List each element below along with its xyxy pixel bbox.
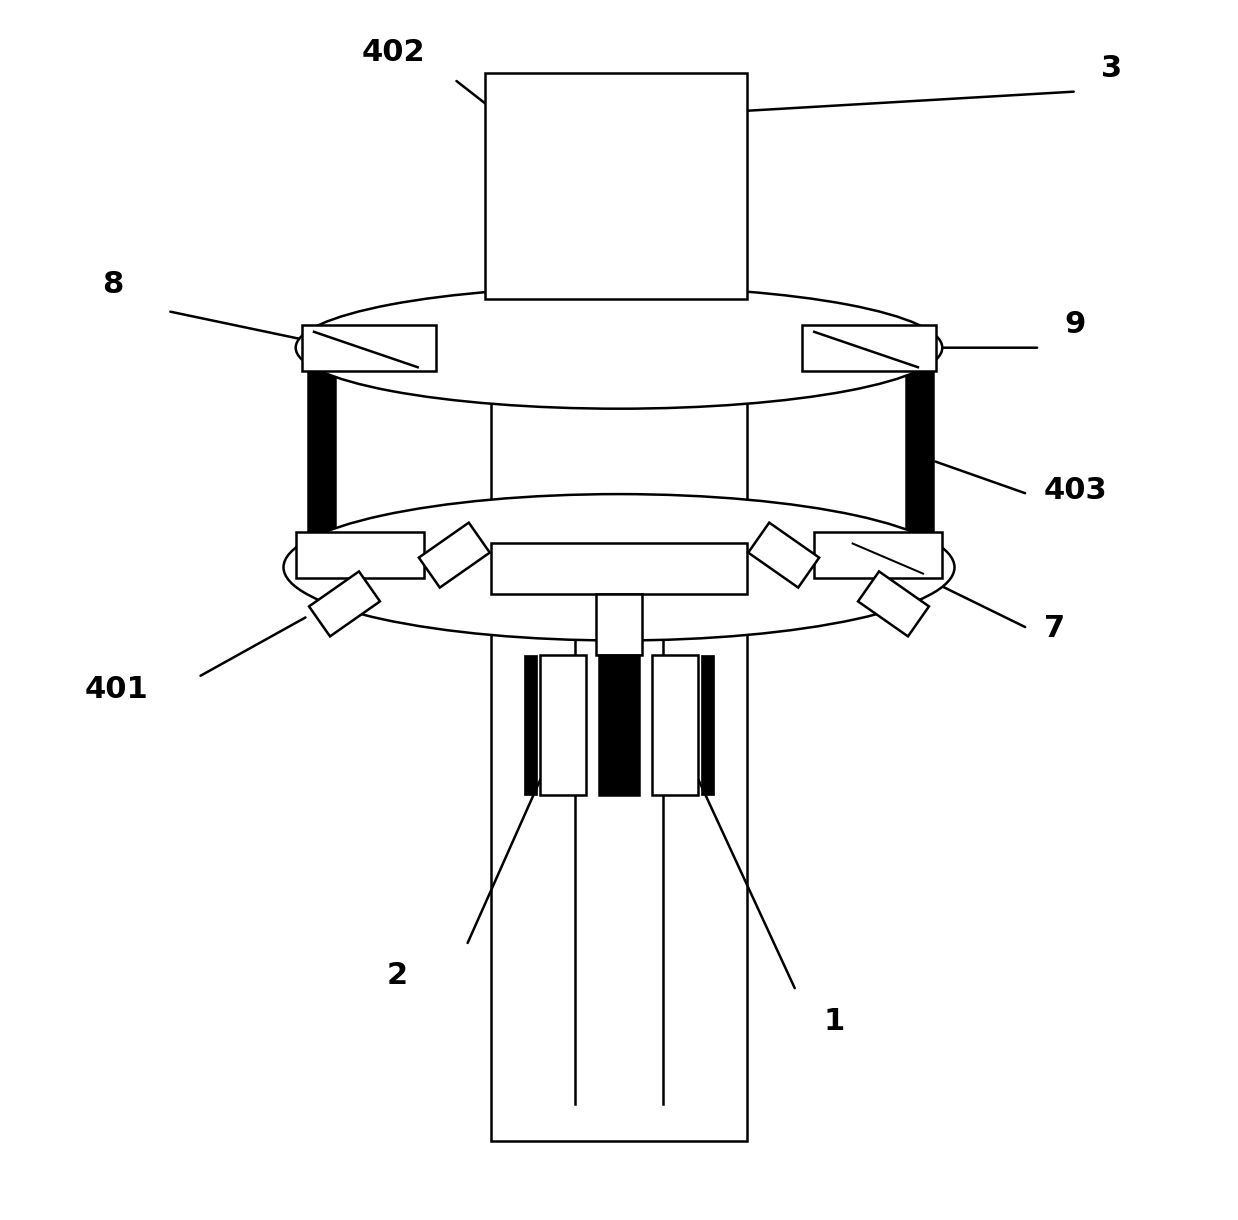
Polygon shape (310, 571, 380, 637)
Bar (802, 325, 936, 371)
Text: 1: 1 (825, 1006, 846, 1036)
Text: 401: 401 (84, 675, 149, 704)
Bar (652, 655, 698, 795)
Bar (815, 532, 942, 578)
Text: 7: 7 (1044, 614, 1065, 643)
Bar (595, 594, 643, 655)
Bar (308, 348, 334, 573)
Polygon shape (418, 522, 490, 588)
Text: 2: 2 (386, 961, 407, 991)
Text: 403: 403 (1044, 476, 1107, 505)
Bar (906, 348, 932, 573)
Bar (599, 655, 639, 795)
Text: 402: 402 (361, 38, 425, 67)
Ellipse shape (296, 287, 942, 409)
Text: 9: 9 (1065, 310, 1086, 339)
Bar (302, 325, 436, 371)
Text: 3: 3 (1101, 54, 1122, 83)
Bar (485, 73, 747, 299)
Bar (524, 655, 537, 795)
Polygon shape (858, 571, 928, 637)
Ellipse shape (284, 494, 954, 640)
Text: 8: 8 (102, 270, 124, 299)
Polygon shape (748, 522, 820, 588)
Bar (491, 543, 747, 594)
Bar (491, 594, 747, 1141)
Bar (540, 655, 586, 795)
Bar (701, 655, 714, 795)
Bar (296, 532, 423, 578)
Bar (491, 348, 747, 567)
